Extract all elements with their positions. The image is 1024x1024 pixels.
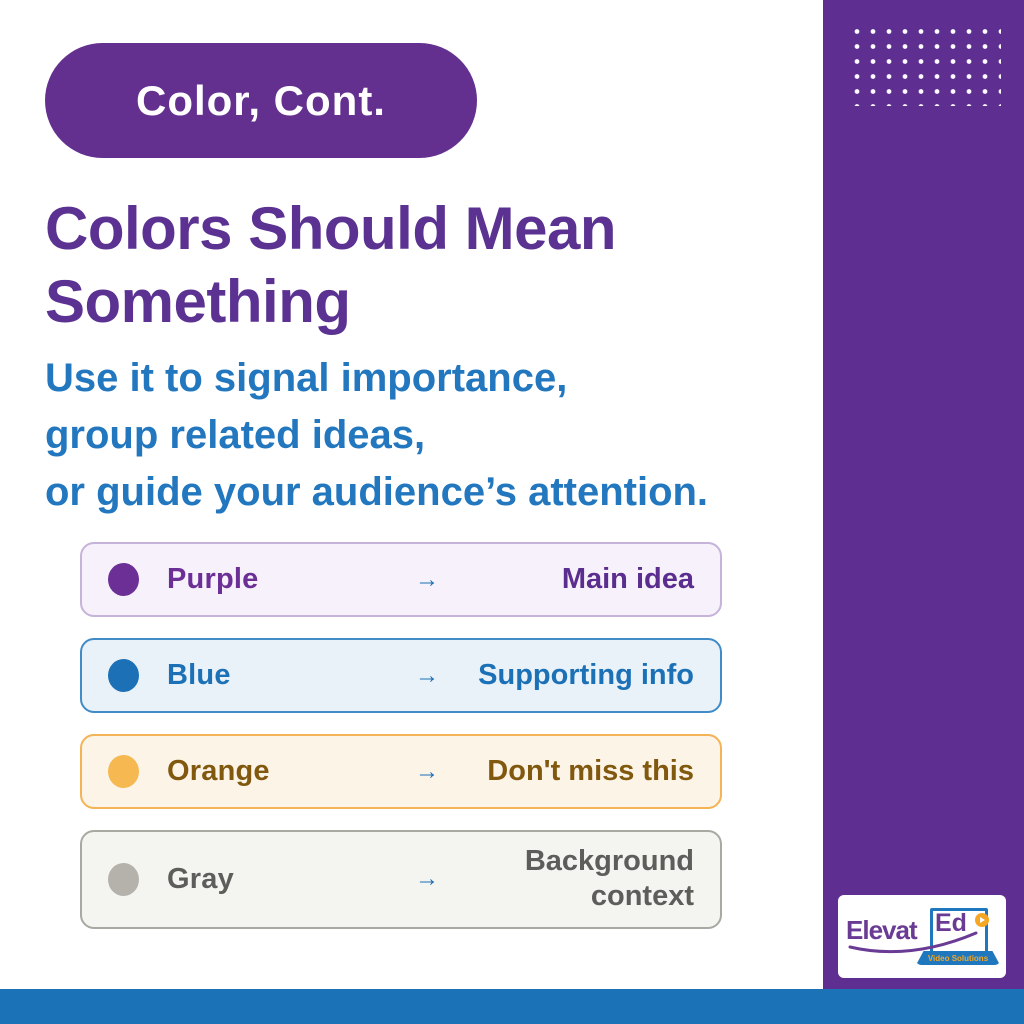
- logo-laptop-screen: Ed: [930, 908, 989, 954]
- title-badge-label: Color, Cont.: [136, 76, 386, 124]
- arrow-right-icon: →: [415, 661, 439, 689]
- logo-tagline: Video Solutions: [927, 953, 989, 963]
- legend-row-meaning: Background context: [524, 845, 694, 913]
- legend-row-orange: Orange → Don't miss this: [80, 734, 722, 809]
- gray-dot-icon: [108, 862, 139, 896]
- legend-row-meaning: Don't miss this: [487, 754, 694, 787]
- logo-wordmark-ed: Ed: [935, 909, 967, 937]
- blue-dot-icon: [108, 659, 139, 692]
- arrow-right-icon: →: [415, 565, 439, 593]
- legend-row-meaning: Supporting info: [478, 658, 694, 691]
- logo-laptop-base: Video Solutions: [916, 951, 1000, 965]
- purple-dot-icon: [108, 563, 139, 596]
- footer-bar: [0, 989, 1024, 1024]
- color-legend: Purple → Main idea Blue → Supporting inf…: [80, 542, 722, 929]
- title-badge: Color, Cont.: [45, 43, 477, 158]
- legend-row-meaning: Main idea: [561, 562, 694, 595]
- dots-pattern-decor: [849, 24, 1001, 106]
- logo-wordmark-elevat: Elevat: [846, 915, 918, 945]
- legend-row-label: Orange: [167, 755, 270, 787]
- page-title-line-2: Something: [45, 268, 351, 336]
- sidebar-panel: Elevat Ed Video Solutions: [823, 0, 1024, 1024]
- legend-row-purple: Purple → Main idea: [80, 542, 722, 617]
- arrow-right-icon: →: [415, 757, 439, 785]
- intro-line-2: group related ideas,: [45, 412, 426, 457]
- play-icon: [975, 913, 989, 927]
- legend-row-blue: Blue → Supporting info: [80, 638, 722, 713]
- legend-row-gray: Gray → Background context: [80, 830, 722, 929]
- brand-logo: Elevat Ed Video Solutions: [838, 895, 1006, 978]
- legend-row-label: Gray: [167, 862, 234, 895]
- page-title: Colors Should Mean Something: [45, 192, 765, 338]
- intro-paragraph: Use it to signal importance, group relat…: [45, 350, 785, 520]
- logo-swoosh-decor: [848, 931, 978, 954]
- legend-row-label: Purple: [167, 563, 259, 595]
- orange-dot-icon: [108, 755, 139, 788]
- intro-line-1: Use it to signal importance,: [45, 356, 568, 400]
- page-title-line-1: Colors Should Mean: [45, 195, 617, 262]
- intro-line-3: or guide your audience’s attention.: [45, 469, 709, 514]
- arrow-right-icon: →: [415, 865, 439, 893]
- legend-row-label: Blue: [167, 659, 231, 691]
